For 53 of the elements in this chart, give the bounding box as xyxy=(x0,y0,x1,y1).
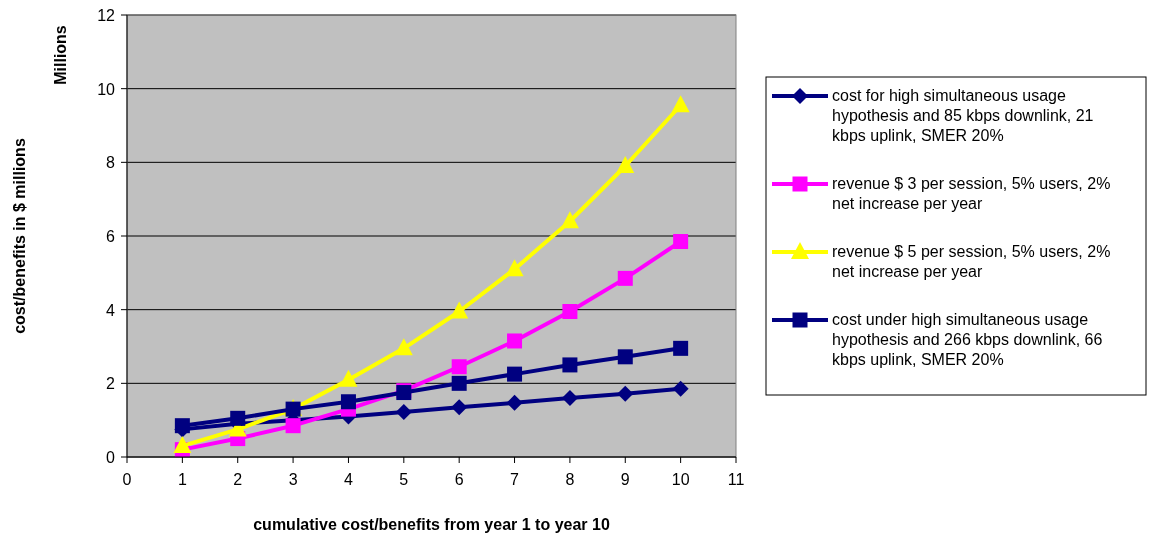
x-tick-label: 8 xyxy=(565,471,575,488)
y-tick-label: 2 xyxy=(106,375,116,393)
point xyxy=(395,404,412,421)
point xyxy=(673,234,689,250)
point xyxy=(616,156,635,174)
y-tick-label: 8 xyxy=(106,154,116,172)
point xyxy=(561,390,578,407)
point xyxy=(562,304,578,320)
point xyxy=(672,380,689,397)
point xyxy=(507,333,523,349)
x-tick-label: 11 xyxy=(727,471,745,488)
point xyxy=(230,410,246,426)
point xyxy=(617,349,633,365)
point xyxy=(339,369,358,387)
y-axis-title: cost/benefits in $ millions xyxy=(11,138,28,334)
point xyxy=(451,359,467,375)
legend-label: revenue $ 5 per session, 5% users, 2% net increase per year xyxy=(832,243,1111,280)
point xyxy=(451,375,467,391)
x-axis-title: cumulative cost/benefits from year 1 to year 10 xyxy=(253,516,610,533)
point xyxy=(507,366,523,382)
y-tick-label: 4 xyxy=(106,301,116,319)
point xyxy=(673,340,689,356)
x-tick-label: 9 xyxy=(620,471,630,488)
point xyxy=(285,418,301,434)
text: Millions xyxy=(52,25,69,85)
legend-label: revenue $ 3 per session, 5% users, 2% net increase per year xyxy=(832,175,1111,212)
point xyxy=(394,338,413,356)
point xyxy=(451,399,468,416)
point xyxy=(560,211,579,229)
x-tick-label: 7 xyxy=(510,471,520,488)
point xyxy=(617,270,633,286)
x-tick-label: 6 xyxy=(454,471,464,488)
y-tick-label: 6 xyxy=(106,228,116,245)
point xyxy=(671,95,690,113)
point xyxy=(505,259,524,277)
x-tick-label: 3 xyxy=(288,471,298,488)
point xyxy=(340,394,356,410)
point xyxy=(562,357,578,373)
point xyxy=(506,394,523,411)
y-tick-label: 10 xyxy=(97,80,116,98)
x-tick-label: 2 xyxy=(233,471,243,488)
x-tick-label: 10 xyxy=(671,471,690,488)
y-tick-label: 0 xyxy=(106,449,116,466)
point xyxy=(174,418,190,434)
point xyxy=(450,301,469,319)
x-tick-label: 1 xyxy=(177,471,187,488)
legend-label: cost under high simultaneous usage hypothesis and 266 kbps downlink, 66 kbps uplink, SMER 20% xyxy=(832,311,1103,368)
x-tick-label: 5 xyxy=(399,471,409,488)
legend-label: cost for high simultaneous usage hypothesis and 85 kbps downlink, 21 kbps uplink, SMER 20% xyxy=(832,87,1094,144)
y-tick-label: 12 xyxy=(97,7,116,24)
x-tick-label: 0 xyxy=(122,471,132,488)
x-tick-label: 4 xyxy=(344,471,353,488)
point xyxy=(617,385,634,402)
